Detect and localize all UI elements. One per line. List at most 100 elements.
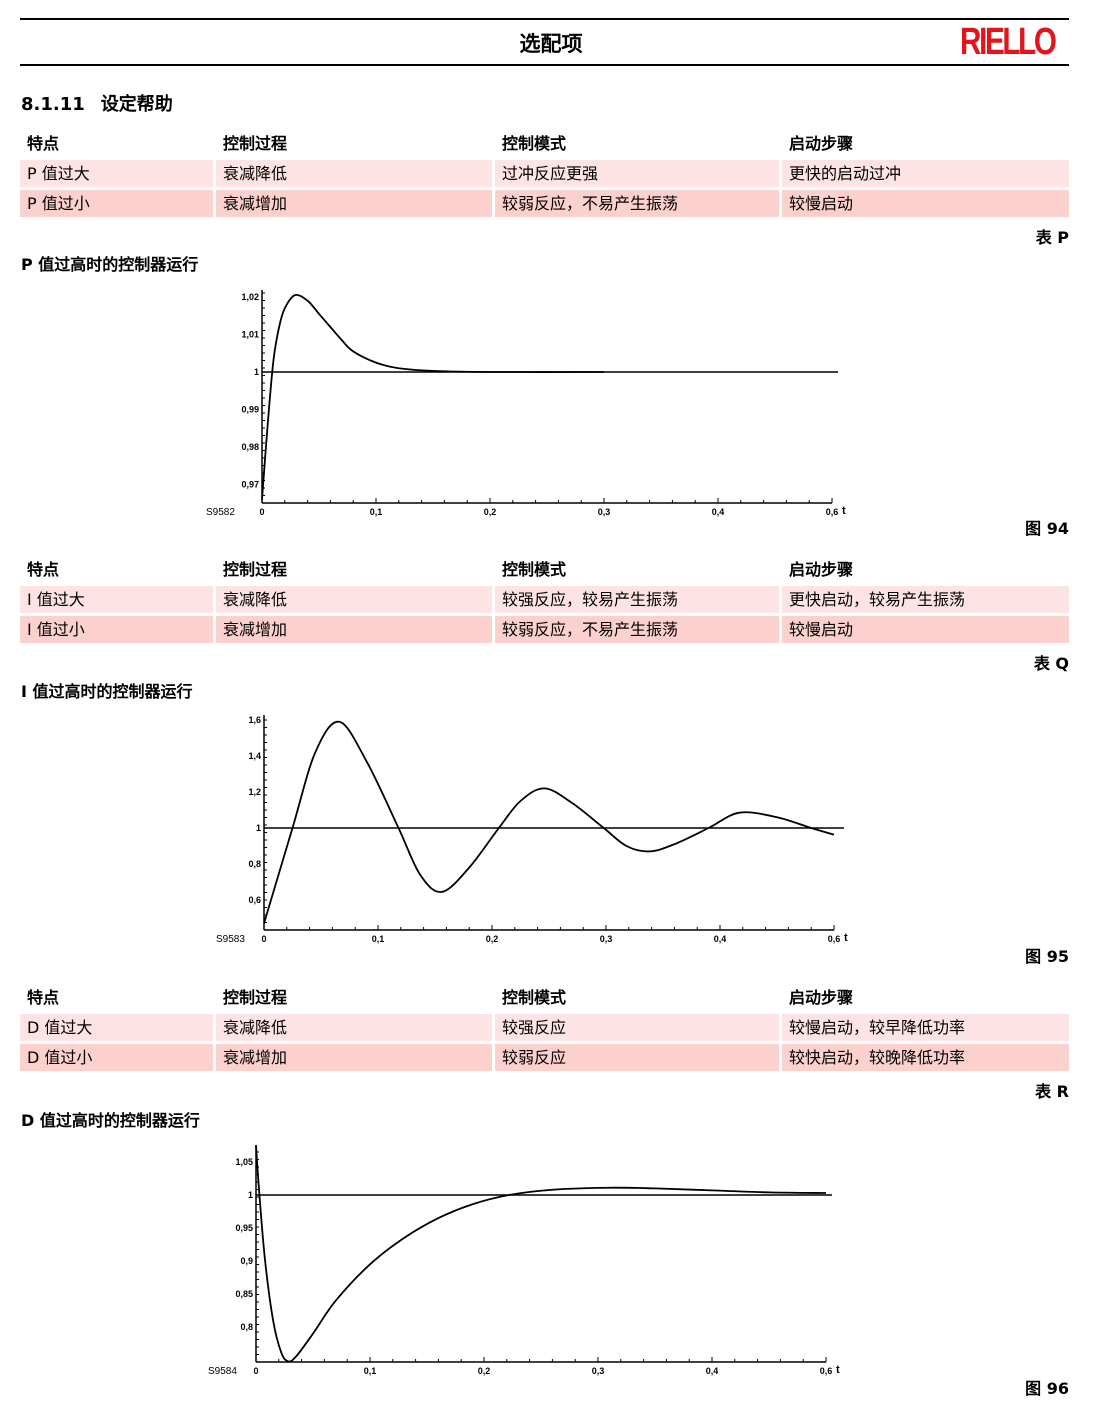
cell: 较慢启动，较早降低功率 [782, 1014, 1069, 1041]
table-header: 特点 控制过程 控制模式 启动步骤 [20, 131, 1069, 157]
x-tick-label: 0,1 [370, 507, 383, 517]
cell: D 值过小 [20, 1044, 213, 1071]
table-caption: 表 R [1035, 1082, 1069, 1101]
cell: 衰减降低 [216, 160, 492, 187]
col-startup: 启动步骤 [789, 560, 854, 579]
x-axis-label: t [836, 1364, 840, 1376]
x-tick-label: 0 [261, 934, 266, 944]
cell: P 值过小 [20, 190, 213, 217]
cell: 衰减增加 [216, 1044, 492, 1071]
table-header: 特点 控制过程 控制模式 启动步骤 [20, 557, 1069, 583]
response-curve [261, 293, 605, 500]
table-row: I 值过大 衰减降低 较强反应，较易产生振荡 更快启动，较易产生振荡 [20, 586, 1069, 613]
x-tick-label: 0,6 [828, 934, 841, 944]
response-curve [263, 720, 835, 924]
cell: 较弱反应，不易产生振荡 [495, 190, 779, 217]
table-q: 特点 控制过程 控制模式 启动步骤 I 值过大 衰减降低 较强反应，较易产生振荡… [20, 557, 1069, 643]
x-tick-label: 0 [259, 507, 264, 517]
figure-code: S9582 [206, 507, 235, 518]
y-tick-label: 0,85 [235, 1289, 253, 1299]
y-tick-label: 1,6 [248, 715, 261, 725]
cell: P 值过大 [20, 160, 213, 187]
y-tick-label: 0,97 [241, 480, 259, 490]
y-tick-label: 0,6 [248, 895, 261, 905]
col-feature: 特点 [27, 988, 60, 1007]
cell: 衰减降低 [216, 586, 492, 613]
y-tick-label: 1,02 [241, 292, 259, 302]
cell: 较弱反应 [495, 1044, 779, 1071]
y-tick-label: 1 [256, 823, 261, 833]
figure-code: S9583 [216, 934, 245, 945]
y-tick-label: 0,9 [240, 1256, 253, 1266]
x-tick-label: 0,2 [484, 507, 497, 517]
x-tick-label: 0 [253, 1366, 258, 1376]
table-row: P 值过小 衰减增加 较弱反应，不易产生振荡 较慢启动 [20, 190, 1069, 217]
header-bottom-rule [20, 64, 1069, 66]
y-tick-label: 0,8 [240, 1322, 253, 1332]
table-r: 特点 控制过程 控制模式 启动步骤 D 值过大 衰减降低 较强反应 较慢启动，较… [20, 985, 1069, 1071]
page-title: 选配项 [519, 32, 583, 56]
x-tick-label: 0,2 [486, 934, 499, 944]
cell: I 值过大 [20, 586, 213, 613]
cell: 较慢启动 [782, 616, 1069, 643]
y-tick-label: 1,2 [248, 787, 261, 797]
col-mode: 控制模式 [502, 988, 567, 1007]
col-mode: 控制模式 [502, 134, 567, 153]
cell: I 值过小 [20, 616, 213, 643]
figure-title: D 值过高时的控制器运行 [21, 1111, 200, 1130]
x-tick-label: 0,3 [600, 934, 613, 944]
table-row: I 值过小 衰减增加 较弱反应，不易产生振荡 较慢启动 [20, 616, 1069, 643]
x-tick-label: 0,2 [478, 1366, 491, 1376]
col-startup: 启动步骤 [789, 988, 854, 1007]
figure-caption: 图 95 [1025, 947, 1069, 966]
figure-title: I 值过高时的控制器运行 [21, 682, 193, 701]
table-caption: 表 P [1035, 228, 1069, 247]
y-tick-label: 1 [248, 1190, 253, 1200]
cell: 较弱反应，不易产生振荡 [495, 616, 779, 643]
y-tick-label: 0,95 [235, 1223, 253, 1233]
cell: 更快的启动过冲 [782, 160, 1069, 187]
table-caption: 表 Q [1033, 654, 1069, 673]
col-startup: 启动步骤 [789, 134, 854, 153]
y-tick-label: 0,99 [241, 405, 259, 415]
figure-title: P 值过高时的控制器运行 [21, 255, 199, 274]
cell: 衰减降低 [216, 1014, 492, 1041]
col-process: 控制过程 [223, 134, 288, 153]
cell: 衰减增加 [216, 616, 492, 643]
cell: 较快启动，较晚降低功率 [782, 1044, 1069, 1071]
y-tick-label: 1 [254, 367, 259, 377]
cell: 衰减增加 [216, 190, 492, 217]
y-tick-label: 1,01 [241, 330, 259, 340]
table-row: D 值过大 衰减降低 较强反应 较慢启动，较早降低功率 [20, 1014, 1069, 1041]
x-tick-label: 0,6 [826, 507, 839, 517]
riello-logo: RIELLO [960, 21, 1057, 63]
x-axis-label: t [842, 505, 846, 517]
section-number: 8.1.11 [21, 94, 85, 115]
col-feature: 特点 [27, 134, 60, 153]
col-feature: 特点 [27, 560, 60, 579]
figure-code: S9584 [208, 1366, 237, 1377]
x-axis-label: t [844, 932, 848, 944]
x-tick-label: 0,4 [712, 507, 725, 517]
response-curve [255, 1145, 827, 1363]
x-tick-label: 0,4 [714, 934, 727, 944]
x-tick-label: 0,3 [598, 507, 611, 517]
table-p: 特点 控制过程 控制模式 启动步骤 P 值过大 衰减降低 过冲反应更强 更快的启… [20, 131, 1069, 217]
section-heading: 8.1.11 设定帮助 [21, 90, 189, 116]
y-tick-label: 1,05 [235, 1157, 253, 1167]
y-tick-label: 0,8 [248, 859, 261, 869]
cell: 较慢启动 [782, 190, 1069, 217]
cell: 较强反应 [495, 1014, 779, 1041]
y-tick-label: 0,98 [241, 442, 259, 452]
x-tick-label: 0,6 [820, 1366, 833, 1376]
col-mode: 控制模式 [502, 560, 567, 579]
header-top-rule [20, 18, 1069, 20]
table-header: 特点 控制过程 控制模式 启动步骤 [20, 985, 1069, 1011]
x-tick-label: 0,1 [372, 934, 385, 944]
y-tick-label: 1,4 [248, 751, 261, 761]
cell: 过冲反应更强 [495, 160, 779, 187]
x-tick-label: 0,4 [706, 1366, 719, 1376]
section-title: 设定帮助 [100, 94, 173, 115]
figure-caption: 图 94 [1025, 519, 1069, 538]
cell: 更快启动，较易产生振荡 [782, 586, 1069, 613]
